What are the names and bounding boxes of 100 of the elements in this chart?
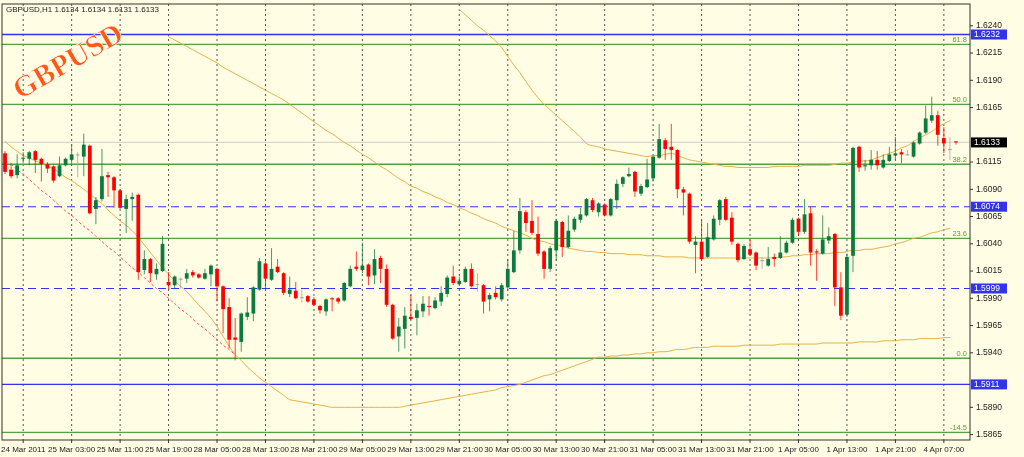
x-tick-label: 4 Apr 07:00 [923, 445, 965, 454]
y-tick-label: 1.6190 [976, 74, 1003, 85]
candlestick [542, 249, 546, 280]
candlestick [233, 317, 238, 361]
candlestick [396, 317, 401, 353]
x-tick-label: 30 Mar 21:00 [581, 445, 629, 454]
y-tick-label: 1.5990 [976, 292, 1003, 303]
line-series [4, 140, 951, 408]
candlestick [106, 171, 110, 198]
candlestick [203, 268, 207, 281]
candlestick [608, 197, 613, 218]
x-tick-label: 29 Mar 13:00 [387, 445, 435, 454]
candlestick [760, 256, 765, 270]
candlestick [348, 265, 353, 288]
candlestick [3, 150, 7, 175]
ref-line-label: 1.5999 [974, 283, 1001, 294]
candlestick [754, 250, 758, 271]
y-tick-label: 1.6015 [976, 265, 1003, 276]
ref-line-label: 1.6133 [974, 137, 1001, 148]
x-tick-label: 1 Apr 05:00 [778, 445, 820, 454]
candlestick [748, 238, 752, 257]
candlestick [427, 295, 431, 317]
candlestick [524, 209, 528, 233]
candlestick [948, 136, 952, 161]
candlestick [530, 199, 534, 236]
candlestick [118, 188, 122, 210]
x-tick-label: 1 Apr 21:00 [874, 445, 917, 454]
y-tick-label: 1.5890 [976, 401, 1003, 412]
candlestick [717, 198, 722, 226]
candlestick [451, 265, 456, 286]
candlestick [281, 271, 286, 296]
y-tick-label: 1.5965 [976, 319, 1003, 330]
candlestick [112, 175, 116, 209]
candlestick [415, 303, 419, 336]
chart-title: GBPUSD,H1 1.6134 1.6134 1.6131 1.6133 [6, 5, 160, 14]
candlestick [421, 295, 425, 318]
candlestick [548, 245, 553, 273]
x-tick-label: 28 Mar 21:00 [290, 445, 339, 454]
x-tick-label: 28 Mar 13:00 [241, 445, 290, 454]
candlestick [863, 159, 867, 172]
x-tick-label: 24 Mar 2011 [1, 445, 46, 454]
candlestick [614, 178, 619, 210]
line-series [10, 163, 236, 356]
candlestick [566, 214, 571, 249]
candlestick [681, 186, 686, 216]
candlestick [663, 137, 668, 161]
candlestick [15, 153, 20, 179]
x-tick-label: 1 Apr 13:00 [826, 445, 868, 454]
y-tick-label: 1.6115 [976, 156, 1002, 167]
candlestick [215, 267, 219, 303]
candlestick [729, 211, 734, 246]
x-tick-label: 28 Mar 05:00 [193, 445, 242, 454]
candlestick [342, 281, 347, 303]
candlestick [142, 249, 147, 275]
candlestick [299, 289, 304, 304]
y-tick-label: 1.6165 [976, 101, 1003, 112]
ref-line-label: 1.5911 [974, 379, 1000, 390]
candlestick [820, 214, 825, 256]
candlestick [766, 246, 771, 268]
x-tick-label: 31 Mar 05:00 [629, 445, 678, 454]
candlestick [511, 230, 516, 274]
candlestick [929, 96, 934, 124]
candlestick [318, 304, 322, 315]
candlestick [814, 248, 819, 282]
x-tick-label: 30 Mar 05:00 [484, 445, 532, 454]
candlestick [935, 110, 940, 147]
candlestick [736, 242, 740, 263]
candlestick [499, 282, 504, 303]
candlestick [657, 123, 662, 160]
candlestick [645, 158, 649, 189]
candlestick [445, 274, 450, 298]
candlestick [536, 216, 540, 257]
candlestick [941, 126, 946, 154]
y-tick-label: 1.6240 [976, 20, 1003, 31]
candlestick [130, 192, 135, 222]
candlestick [408, 294, 413, 321]
candlestick [857, 145, 861, 173]
candlestick [75, 151, 80, 178]
candlestick [124, 194, 129, 234]
candlestick [21, 151, 26, 164]
x-tick-label: 29 Mar 05:00 [338, 445, 387, 454]
candlestick [330, 296, 334, 312]
candlestick [651, 155, 655, 183]
ref-line-label: 1.6232 [974, 29, 1001, 40]
candlestick [221, 284, 225, 334]
candlestick [923, 104, 928, 135]
y-tick-label: 1.6090 [976, 183, 1003, 194]
candlestick [39, 157, 44, 183]
candlestick [669, 123, 674, 161]
y-tick-label: 1.6040 [976, 238, 1003, 249]
candlestick [711, 214, 716, 242]
candlestick [705, 222, 710, 259]
candlestick [875, 150, 880, 171]
candlestick [94, 196, 98, 225]
candlestick [81, 133, 86, 177]
candlestick [633, 170, 637, 198]
candlestick [287, 276, 292, 298]
candlestick [869, 149, 874, 171]
candlestick [69, 144, 74, 166]
x-tick-label: 25 Mar 19:00 [145, 445, 193, 454]
